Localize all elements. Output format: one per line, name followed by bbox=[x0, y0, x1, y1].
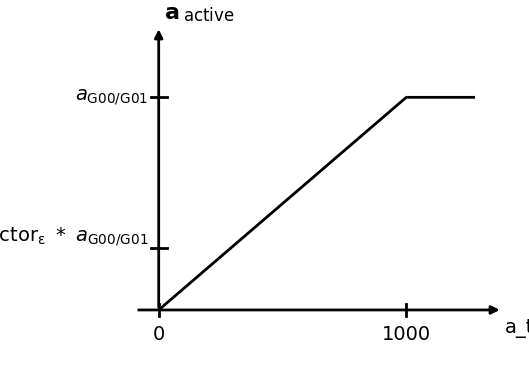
Text: $\mathregular{active}$: $\mathregular{active}$ bbox=[183, 6, 234, 25]
Text: 1000: 1000 bbox=[382, 325, 431, 344]
Text: 0: 0 bbox=[152, 325, 165, 344]
Text: a_trans_weight: a_trans_weight bbox=[505, 318, 529, 338]
Text: $a_{\mathregular{G00/G01}}$: $a_{\mathregular{G00/G01}}$ bbox=[75, 87, 148, 107]
Text: $\mathregular{factor}_{\mathregular{\varepsilon}}\ *\ a_{\mathregular{G00/G01}}$: $\mathregular{factor}_{\mathregular{\var… bbox=[0, 224, 148, 248]
Text: $\mathbf{a}$: $\mathbf{a}$ bbox=[164, 3, 179, 23]
